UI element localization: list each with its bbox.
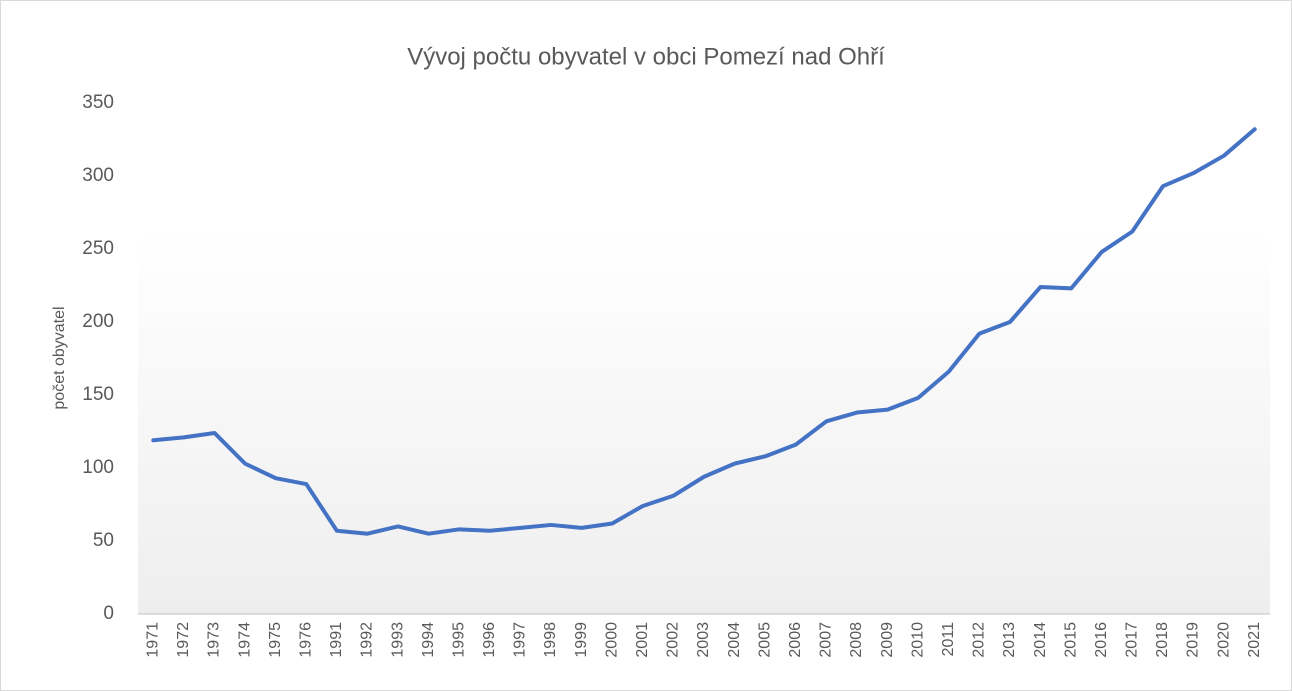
x-tick-label: 2019 — [1185, 622, 1202, 658]
y-axis-label: počet obyvatel — [51, 306, 68, 409]
chart-title: Vývoj počtu obyvatel v obci Pomezí nad O… — [407, 43, 885, 70]
x-tick-label: 2009 — [879, 622, 896, 658]
y-tick-label: 200 — [82, 311, 114, 332]
x-tick-label: 2018 — [1154, 622, 1171, 658]
x-tick-label: 2004 — [726, 622, 743, 658]
y-tick-label: 300 — [82, 165, 114, 186]
y-tick-label: 100 — [82, 457, 114, 478]
x-tick-label: 2012 — [971, 622, 988, 658]
x-tick-label: 2006 — [787, 622, 804, 658]
x-tick-label: 2010 — [909, 622, 926, 658]
x-tick-label: 1998 — [542, 622, 559, 658]
y-tick-label: 250 — [82, 238, 114, 259]
line-series — [151, 127, 1257, 536]
y-tick-label: 350 — [82, 92, 114, 113]
x-tick-label: 1974 — [236, 622, 253, 658]
x-tick-label: 2007 — [818, 622, 835, 658]
x-tick-label: 2002 — [665, 622, 682, 658]
plot-area — [138, 103, 1270, 614]
x-tick-label: 1992 — [359, 622, 376, 658]
x-tick-label: 1973 — [206, 622, 223, 658]
x-tick-label: 1971 — [145, 622, 162, 658]
x-tick-label: 1997 — [512, 622, 529, 658]
y-tick-label: 0 — [103, 603, 114, 624]
x-tick-label: 1994 — [420, 622, 437, 658]
y-tick-label: 150 — [82, 384, 114, 405]
x-tick-label: 2000 — [603, 622, 620, 658]
x-tick-label: 2014 — [1032, 622, 1049, 658]
x-tick-label: 2017 — [1124, 622, 1141, 658]
x-tick-label: 2008 — [848, 622, 865, 658]
x-tick-label: 1975 — [267, 622, 284, 658]
x-tick-label: 2016 — [1093, 622, 1110, 658]
x-tick-label: 1991 — [328, 622, 345, 658]
x-tick-label: 1995 — [450, 622, 467, 658]
x-tick-label: 1993 — [389, 622, 406, 658]
x-tick-label: 2015 — [1062, 622, 1079, 658]
x-tick-label: 2001 — [634, 622, 651, 658]
y-tick-label: 50 — [93, 530, 114, 551]
x-tick-label: 1999 — [573, 622, 590, 658]
x-tick-label: 1976 — [297, 622, 314, 658]
x-tick-label: 2011 — [940, 622, 957, 657]
x-tick-label: 2003 — [695, 622, 712, 658]
x-tick-label: 2013 — [1001, 622, 1018, 658]
x-tick-label: 2005 — [756, 622, 773, 658]
x-tick-label: 2020 — [1215, 622, 1232, 658]
x-tick-label: 2021 — [1246, 622, 1263, 658]
x-tick-label: 1972 — [175, 622, 192, 658]
x-tick-label: 1996 — [481, 622, 498, 658]
